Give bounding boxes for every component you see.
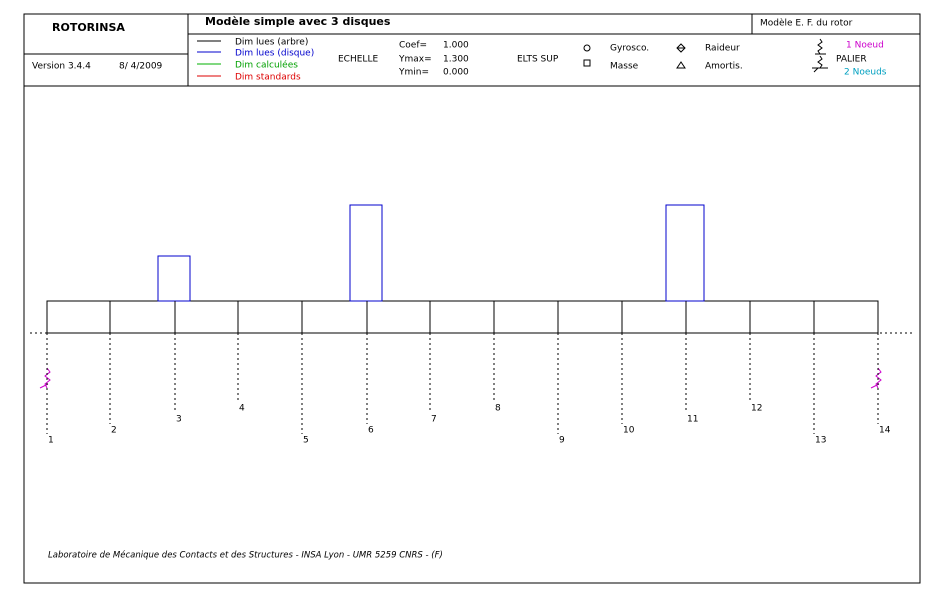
bearing-two: 2 Noeuds xyxy=(844,68,887,78)
legend-text: Dim standards xyxy=(235,73,301,83)
legend-text: Dim calculées xyxy=(235,60,298,71)
disk xyxy=(665,204,705,302)
legend-text: Dim lues (arbre) xyxy=(235,38,308,48)
node-label: 4 xyxy=(239,404,245,414)
disk xyxy=(157,255,191,302)
scale-value: 0.000 xyxy=(443,68,469,78)
node-label: 10 xyxy=(623,426,635,436)
bearing xyxy=(870,367,882,389)
node-label: 14 xyxy=(879,426,891,436)
icon xyxy=(812,55,828,73)
scale-key: Ymin= xyxy=(398,68,429,78)
scale-key: Ymax= xyxy=(398,55,432,65)
icon xyxy=(815,38,826,55)
date: 8/ 4/2009 xyxy=(119,62,163,72)
scale-value: 1.000 xyxy=(443,41,469,51)
footer: Laboratoire de Mécanique des Contacts et… xyxy=(48,550,443,561)
bearing-label: PALIER xyxy=(836,55,867,65)
node-label: 9 xyxy=(559,436,565,446)
scale-value: 1.300 xyxy=(443,55,469,65)
shaft xyxy=(46,300,879,334)
icon xyxy=(676,61,686,69)
node-label: 12 xyxy=(751,404,762,414)
extra: Masse xyxy=(610,62,639,72)
node-label: 2 xyxy=(111,426,117,436)
bearing xyxy=(39,367,51,389)
node-label: 8 xyxy=(495,404,501,414)
icon xyxy=(583,44,591,52)
node-label: 11 xyxy=(687,415,698,425)
icon xyxy=(583,59,591,67)
extra: Raideur xyxy=(705,44,740,54)
version: Version 3.4.4 xyxy=(32,62,91,72)
node-label: 3 xyxy=(176,415,182,425)
bearing-one: 1 Noeud xyxy=(846,41,884,51)
program: ROTORINSA xyxy=(52,21,125,34)
title: Modèle simple avec 3 disques xyxy=(205,15,391,28)
node-label: 1 xyxy=(48,436,54,446)
node-label: 7 xyxy=(431,415,437,425)
node-label: 13 xyxy=(815,436,826,446)
node-label: 6 xyxy=(368,426,374,436)
frame xyxy=(23,13,921,584)
extras-label: ELTS SUP xyxy=(517,55,559,65)
scale-key: Coef= xyxy=(399,41,427,51)
extra: Gyrosco. xyxy=(610,44,649,54)
extra: Amortis. xyxy=(705,62,743,72)
scale-label: ECHELLE xyxy=(338,55,378,65)
legend-text: Dim lues (disque) xyxy=(235,49,314,59)
icon xyxy=(676,43,686,53)
model: Modèle E. F. du rotor xyxy=(760,18,853,29)
disk xyxy=(349,204,383,302)
node-label: 5 xyxy=(303,436,309,446)
legend: Dim lues (arbre) Dim lues (disque) Dim c… xyxy=(197,38,314,83)
